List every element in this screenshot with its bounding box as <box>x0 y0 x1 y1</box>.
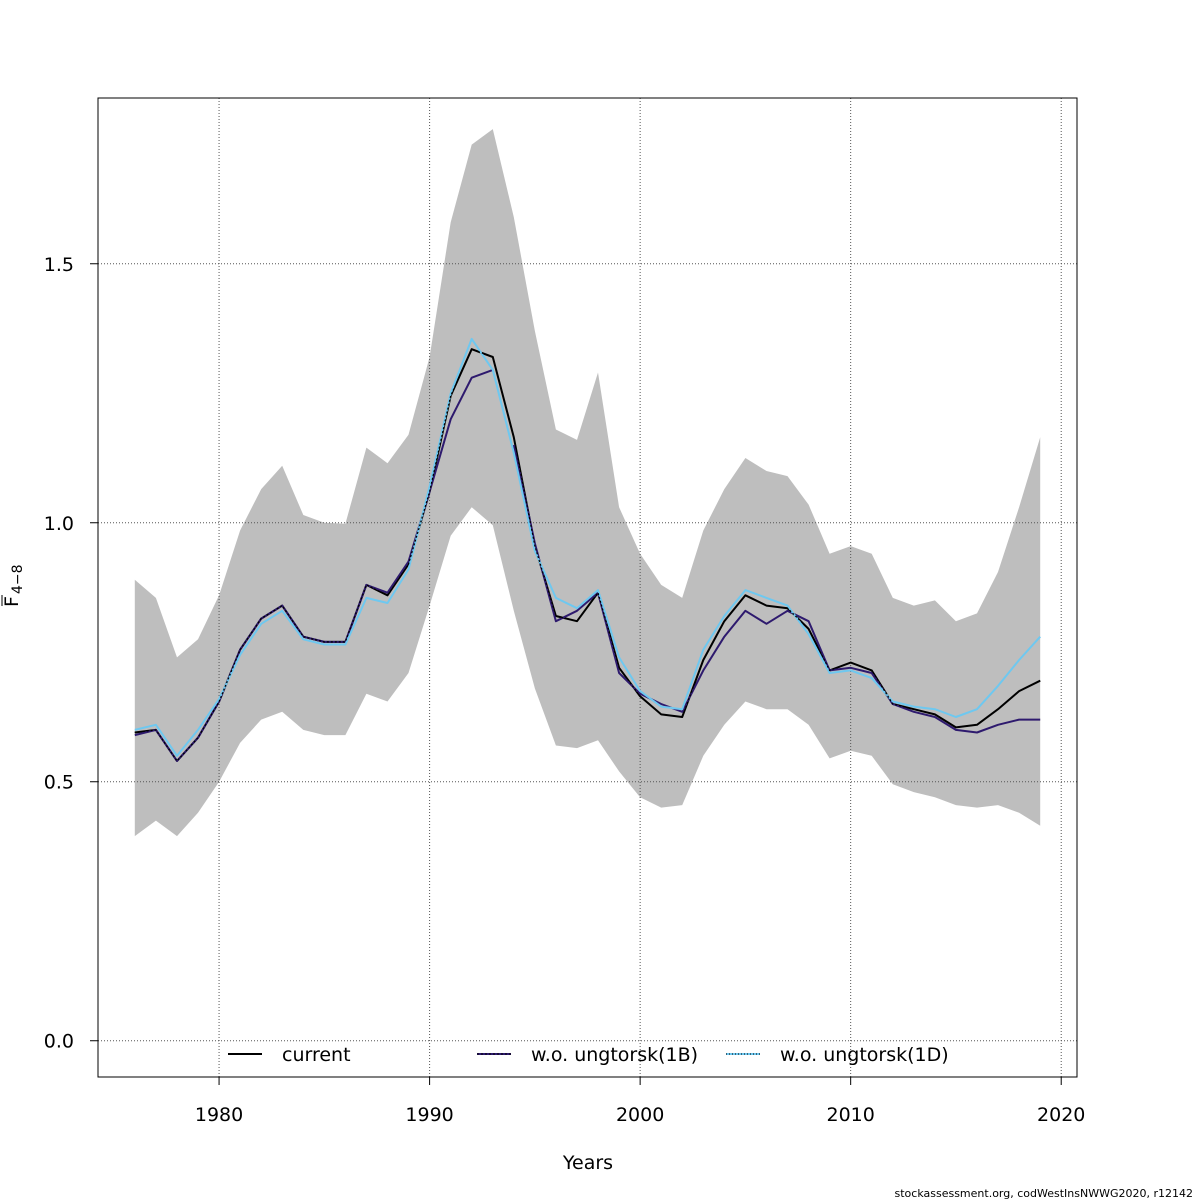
x-axis-label: Years <box>562 1152 613 1174</box>
y-tick-label-0.0: 0.0 <box>44 1031 74 1053</box>
x-tick-label-2000: 2000 <box>616 1104 664 1126</box>
legend: current w.o. ungtorsk(1B) w.o. ungtorsk(… <box>228 1044 949 1066</box>
y-axis-label-sub: 4−8 <box>10 564 26 594</box>
x-tick-label-2020: 2020 <box>1037 1104 1085 1126</box>
grid-layer <box>98 98 1077 1077</box>
series-line-1d <box>134 337 1041 757</box>
x-tick-label-2010: 2010 <box>826 1104 874 1126</box>
y-tick-label-0.5: 0.5 <box>44 772 74 794</box>
legend-label-current: current <box>282 1044 351 1066</box>
y-axis-label: F 4−8 <box>1 564 26 607</box>
series-line-current-dash-overlay <box>134 348 1041 762</box>
confidence-band-layer <box>134 129 1041 837</box>
axis-layer: 1980 1990 2000 2010 2020 0.0 0.5 1.0 1.5 <box>44 254 1086 1126</box>
series-layer <box>134 337 1041 762</box>
legend-label-1b: w.o. ungtorsk(1B) <box>531 1044 698 1066</box>
y-axis-label-main: F <box>1 596 23 607</box>
legend-label-1d: w.o. ungtorsk(1D) <box>780 1044 949 1066</box>
confidence-band <box>134 129 1041 837</box>
y-tick-label-1.5: 1.5 <box>44 254 74 276</box>
x-tick-label-1990: 1990 <box>405 1104 453 1126</box>
footer-credit: stockassessment.org, codWestInsNWWG2020,… <box>895 1187 1194 1200</box>
y-tick-label-1.0: 1.0 <box>44 513 74 535</box>
plot-frame <box>97 97 1078 1078</box>
x-tick-label-1980: 1980 <box>195 1104 243 1126</box>
